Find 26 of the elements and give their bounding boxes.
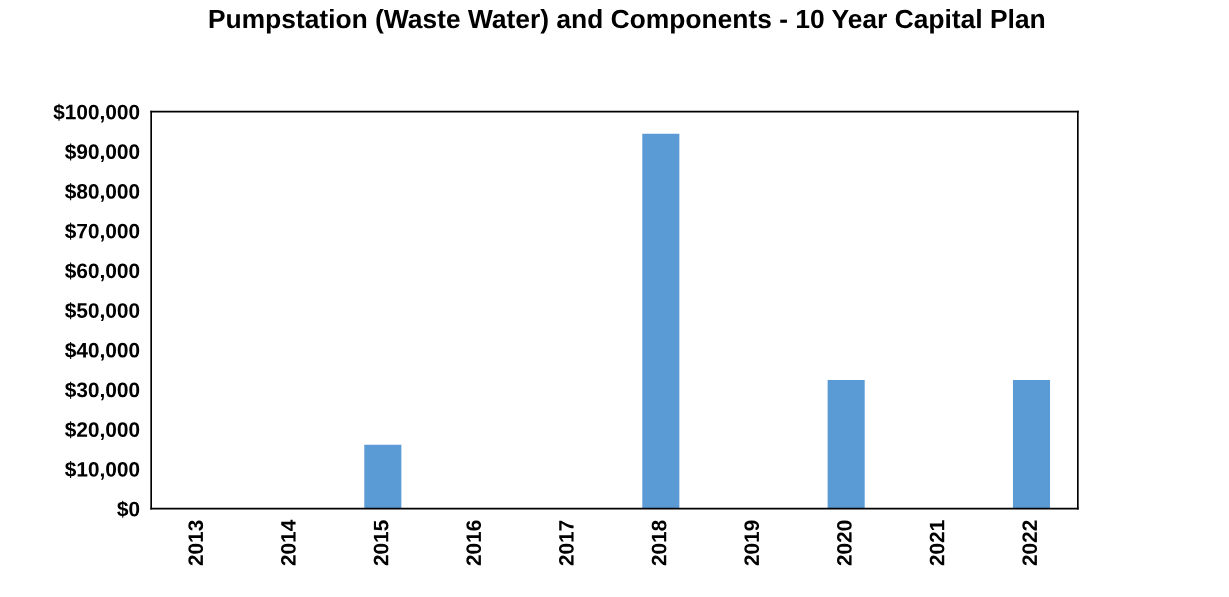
y-tick-label: $30,000: [65, 381, 140, 401]
x-tick-label: 2015: [373, 520, 389, 566]
y-tick-label: $20,000: [65, 421, 140, 441]
y-tick-label: $70,000: [65, 222, 140, 242]
bar: [364, 444, 402, 509]
bar: [827, 380, 865, 509]
x-tick-label: 2016: [466, 520, 482, 566]
x-tick-label: 2022: [1022, 520, 1038, 566]
y-tick-label: $50,000: [65, 302, 140, 321]
chart-title: Pumpstation (Waste Water) and Components - 10 Year Capital Plan: [209, 8, 1045, 34]
x-tick-label: 2021: [929, 520, 945, 566]
y-tick-label: $10,000: [65, 461, 140, 480]
x-tick-label: 2020: [837, 520, 852, 566]
x-tick-label: 2013: [188, 520, 204, 566]
y-tick-label: $40,000: [65, 341, 140, 361]
bar: [1012, 380, 1051, 509]
x-tick-label: 2014: [281, 519, 296, 566]
y-tick-label: $60,000: [65, 262, 140, 282]
x-tick-label: 2018: [651, 520, 667, 566]
y-tick-label: $90,000: [65, 143, 140, 163]
y-tick-label: $0: [117, 500, 140, 518]
y-tick-label: $100,000: [53, 103, 140, 123]
x-tick-label: 2017: [559, 520, 574, 566]
x-tick-label: 2019: [744, 520, 760, 566]
y-tick-label: $80,000: [65, 183, 140, 202]
bar: [642, 133, 680, 509]
